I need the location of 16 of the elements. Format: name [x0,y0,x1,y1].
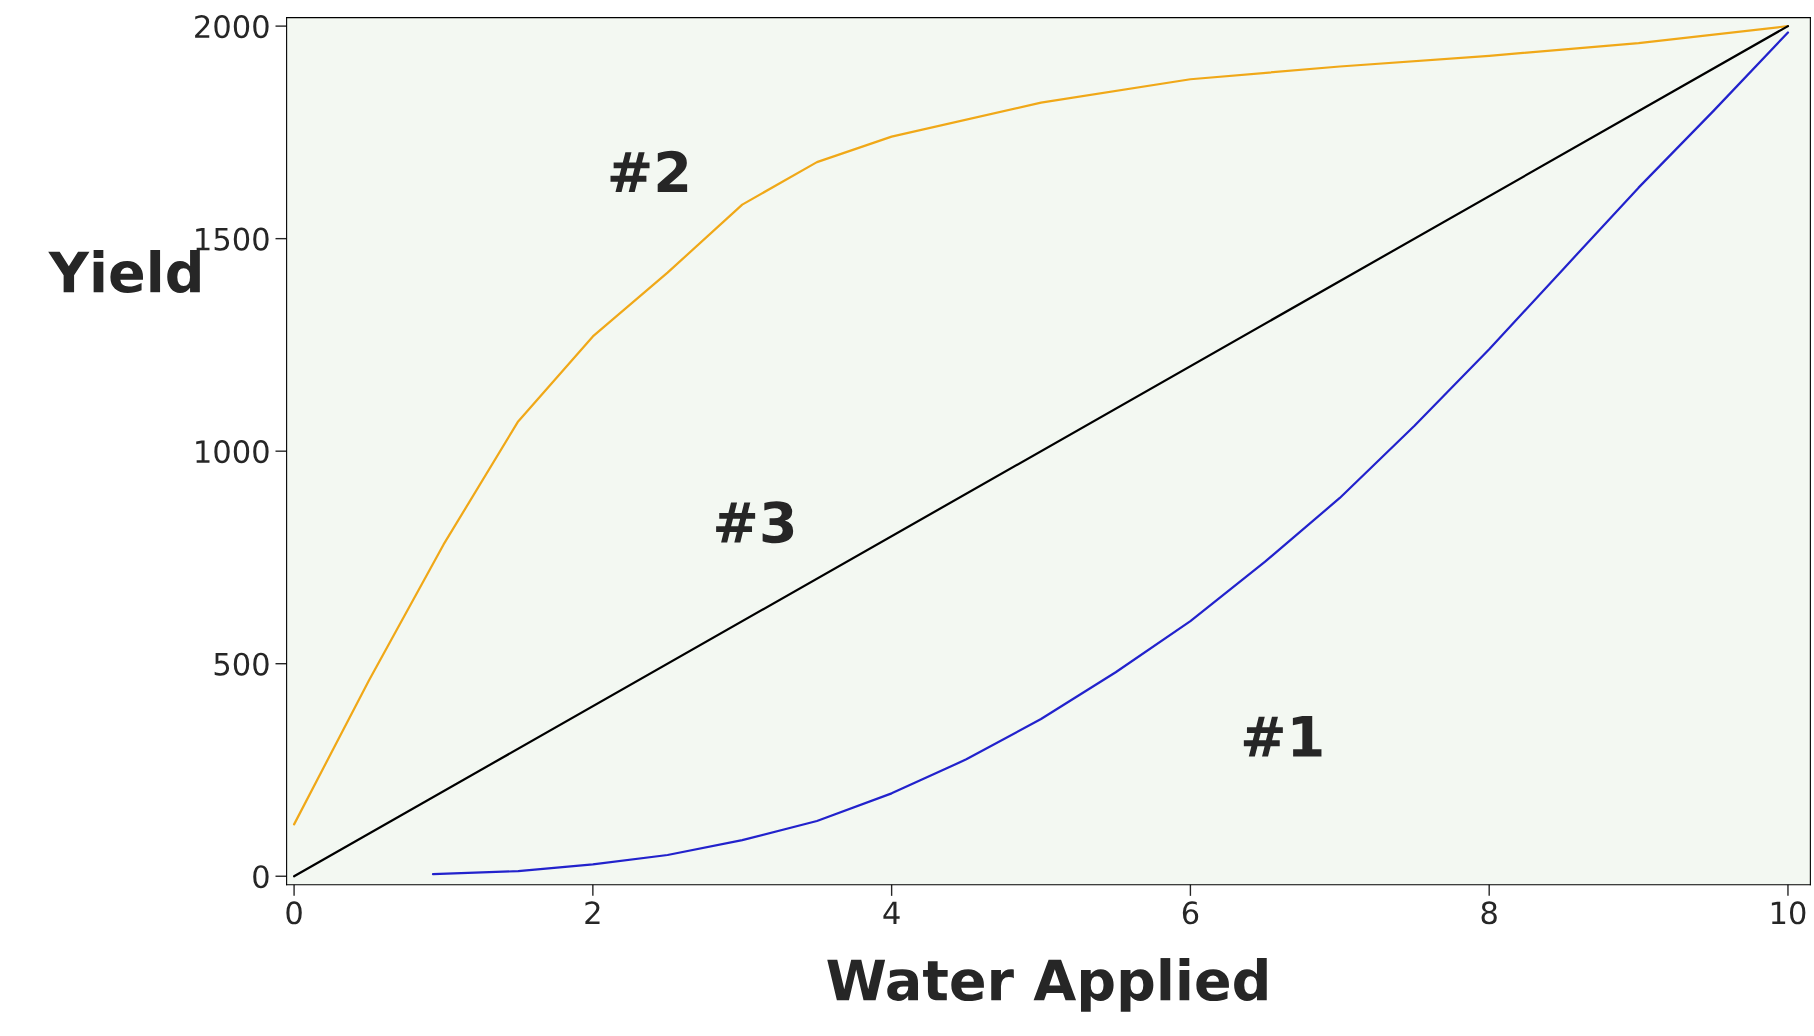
series-label: #3 [716,501,794,544]
x-tick-label: 6 [1182,901,1199,925]
y-tick-label: 500 [214,652,269,676]
y-tick-label: 0 [253,865,269,889]
x-tick-label: 2 [585,901,600,924]
x-tick-label: 0 [286,901,302,925]
x-axis-title: Water Applied [827,958,1267,1012]
y-tick-label: 2000 [195,15,269,39]
series-label: #1 [1243,716,1322,757]
x-tick-label: 4 [883,901,900,924]
series-label: #2 [610,150,688,193]
x-tick-label: 10 [1771,901,1806,925]
y-tick-label: 1000 [196,440,269,464]
y-tick-label: 1500 [196,227,269,251]
x-tick-label: 8 [1481,901,1497,925]
y-axis-title: Yield [48,250,200,293]
